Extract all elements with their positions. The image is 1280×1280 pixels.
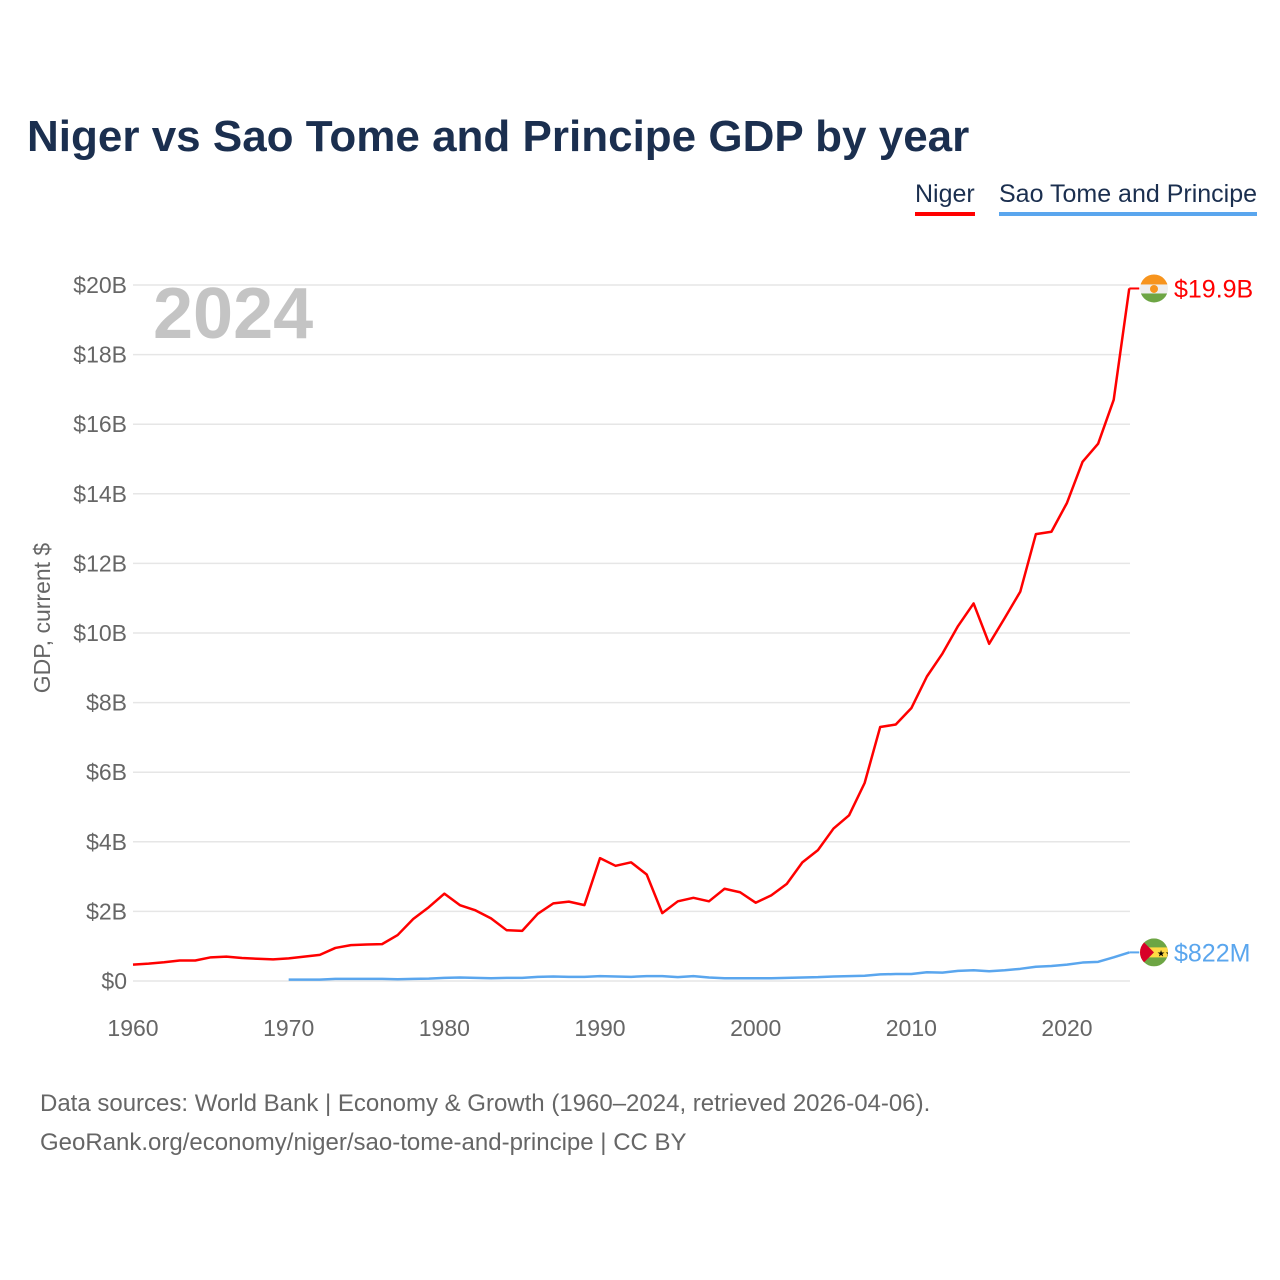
y-axis-label: GDP, current $ <box>29 543 55 694</box>
flag-triangle <box>1140 938 1154 967</box>
source-line-1: Data sources: World Bank | Economy & Gro… <box>40 1090 931 1117</box>
x-tick-label: 2000 <box>730 1015 781 1041</box>
x-tick-label: 1970 <box>263 1015 314 1041</box>
x-tick-label: 2020 <box>1041 1015 1092 1041</box>
y-tick-label: $16B <box>73 411 127 437</box>
year-watermark: 2024 <box>153 274 313 354</box>
y-tick-label: $2B <box>86 898 127 924</box>
flag-stars: ★★ <box>1157 948 1173 958</box>
x-tick-label: 1990 <box>574 1015 625 1041</box>
source-note: Data sources: World Bank | Economy & Gro… <box>40 1084 930 1162</box>
niger-line <box>132 288 1131 966</box>
y-tick-label: $0 <box>101 968 127 994</box>
flag-body: ★★ <box>1140 938 1173 967</box>
x-tick-label: 1980 <box>419 1015 470 1041</box>
sao-tome-line <box>288 951 1130 981</box>
legend-niger[interactable]: Niger <box>915 180 975 216</box>
chart-title: Niger vs Sao Tome and Principe GDP by ye… <box>27 112 970 161</box>
y-tick-label: $20B <box>73 272 127 298</box>
flag-body <box>1140 274 1168 303</box>
y-tick-label: $12B <box>73 550 127 576</box>
y-tick-label: $14B <box>73 481 127 507</box>
end-value-label: $822M <box>1174 939 1250 967</box>
niger-flag-icon <box>1140 274 1168 303</box>
legend-sao-tome[interactable]: Sao Tome and Principe <box>999 180 1258 216</box>
source-line-2[interactable]: GeoRank.org/economy/niger/sao-tome-and-p… <box>40 1129 687 1156</box>
x-tick-label: 1960 <box>107 1015 158 1041</box>
flag-stripe <box>1140 293 1168 303</box>
sao-tome-flag-icon: ★★ <box>1140 938 1173 967</box>
x-tick-label: 2010 <box>886 1015 937 1041</box>
flag-stripe <box>1140 274 1168 285</box>
end-value-label: $19.9B <box>1174 275 1253 303</box>
flag-emblem <box>1150 284 1158 293</box>
y-tick-label: $4B <box>86 829 127 855</box>
y-tick-label: $18B <box>73 342 127 368</box>
y-tick-label: $8B <box>86 690 127 716</box>
y-tick-label: $10B <box>73 620 127 646</box>
y-tick-label: $6B <box>86 759 127 785</box>
